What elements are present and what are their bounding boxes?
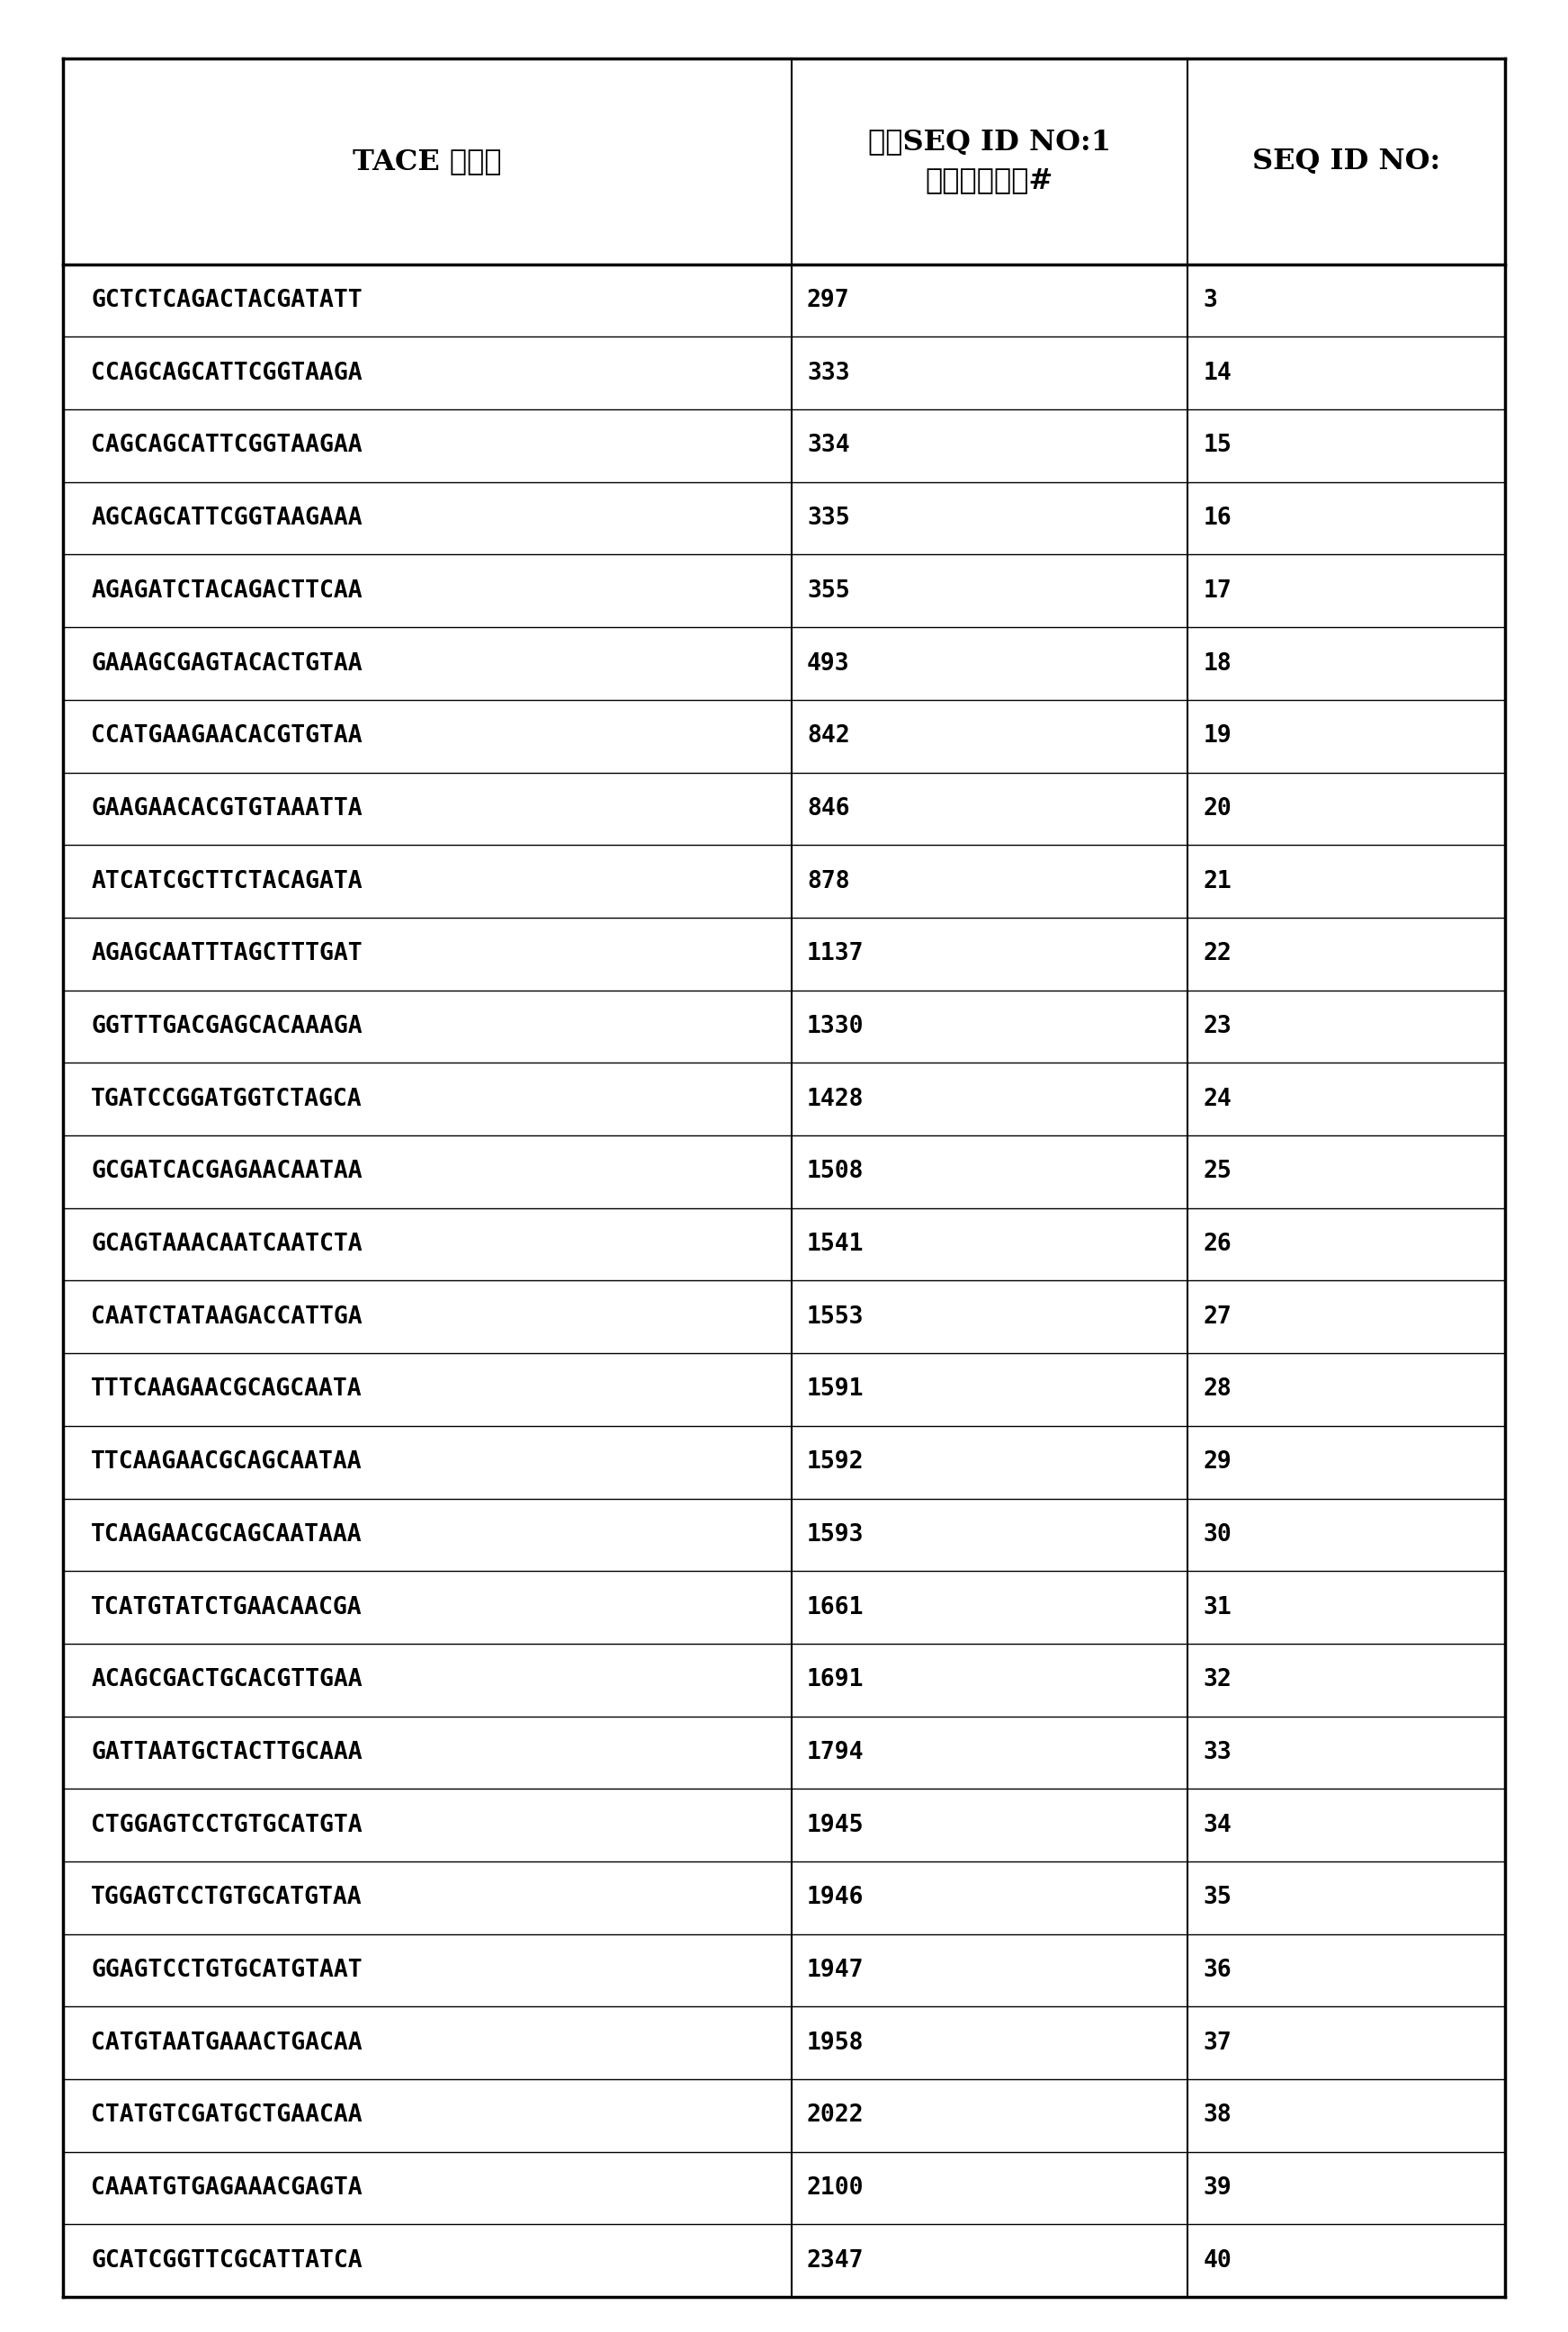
Text: CAATCTATAAGACCATTGA: CAATCTATAAGACCATTGA (91, 1306, 362, 1329)
Text: 36: 36 (1204, 1959, 1232, 1982)
Text: TGGAGTCCTGTGCATGTAA: TGGAGTCCTGTGCATGTAA (91, 1887, 362, 1910)
Text: 1794: 1794 (808, 1740, 864, 1765)
Text: 1661: 1661 (808, 1595, 864, 1618)
Text: 842: 842 (808, 725, 850, 749)
Text: GAAAGCGAGTACACTGTAA: GAAAGCGAGTACACTGTAA (91, 653, 362, 676)
Text: 14: 14 (1204, 361, 1232, 385)
Text: 335: 335 (808, 506, 850, 529)
Text: TCAAGAACGCAGCAATAAA: TCAAGAACGCAGCAATAAA (91, 1523, 362, 1546)
Text: 24: 24 (1204, 1087, 1232, 1110)
Text: 19: 19 (1204, 725, 1232, 749)
Text: GAAGAACACGTGTAAATTA: GAAGAACACGTGTAAATTA (91, 798, 362, 821)
Text: 40: 40 (1204, 2248, 1232, 2271)
Text: TACE 靶序列: TACE 靶序列 (353, 147, 502, 175)
Text: 关于SEQ ID NO:1
的起始核苷酸#: 关于SEQ ID NO:1 的起始核苷酸# (869, 128, 1112, 194)
Text: GCATCGGTTCGCATTATCA: GCATCGGTTCGCATTATCA (91, 2248, 362, 2271)
Text: 22: 22 (1204, 942, 1232, 965)
Text: 16: 16 (1204, 506, 1232, 529)
Text: 2100: 2100 (808, 2176, 864, 2199)
Text: 1428: 1428 (808, 1087, 864, 1110)
Text: 1592: 1592 (808, 1451, 864, 1474)
Text: 355: 355 (808, 578, 850, 602)
Text: 32: 32 (1204, 1667, 1232, 1691)
Text: 18: 18 (1204, 653, 1232, 676)
Text: 334: 334 (808, 434, 850, 457)
Text: 1591: 1591 (808, 1378, 864, 1402)
Text: GCTCTCAGACTACGATATT: GCTCTCAGACTACGATATT (91, 289, 362, 312)
Text: 1137: 1137 (808, 942, 864, 965)
Text: 2022: 2022 (808, 2103, 864, 2127)
Text: 1593: 1593 (808, 1523, 864, 1546)
Text: 21: 21 (1204, 870, 1232, 893)
Text: TTCAAGAACGCAGCAATAA: TTCAAGAACGCAGCAATAA (91, 1451, 362, 1474)
Text: GGTTTGACGAGCACAAAGA: GGTTTGACGAGCACAAAGA (91, 1014, 362, 1038)
Text: CATGTAATGAAACTGACAA: CATGTAATGAAACTGACAA (91, 2031, 362, 2054)
Text: 1691: 1691 (808, 1667, 864, 1691)
Text: 15: 15 (1204, 434, 1232, 457)
Text: ACAGCGACTGCACGTTGAA: ACAGCGACTGCACGTTGAA (91, 1667, 362, 1691)
Text: 23: 23 (1204, 1014, 1232, 1038)
Text: 1947: 1947 (808, 1959, 864, 1982)
Text: SEQ ID NO:: SEQ ID NO: (1253, 147, 1441, 175)
Text: 1945: 1945 (808, 1814, 864, 1838)
Text: 33: 33 (1204, 1740, 1232, 1765)
Text: 30: 30 (1204, 1523, 1232, 1546)
Text: 17: 17 (1204, 578, 1232, 602)
Text: 37: 37 (1204, 2031, 1232, 2054)
Text: ATCATCGCTTCTACAGATA: ATCATCGCTTCTACAGATA (91, 870, 362, 893)
Text: 29: 29 (1204, 1451, 1232, 1474)
Text: 333: 333 (808, 361, 850, 385)
Text: GCAGTAAACAATCAATCTA: GCAGTAAACAATCAATCTA (91, 1234, 362, 1257)
Text: 297: 297 (808, 289, 850, 312)
Text: TGATCCGGATGGTCTAGCA: TGATCCGGATGGTCTAGCA (91, 1087, 362, 1110)
Text: CTGGAGTCCTGTGCATGTA: CTGGAGTCCTGTGCATGTA (91, 1814, 362, 1838)
Text: CAGCAGCATTCGGTAAGAA: CAGCAGCATTCGGTAAGAA (91, 434, 362, 457)
Text: 27: 27 (1204, 1306, 1232, 1329)
Text: GGAGTCCTGTGCATGTAAT: GGAGTCCTGTGCATGTAAT (91, 1959, 362, 1982)
Text: CTATGTCGATGCTGAACAA: CTATGTCGATGCTGAACAA (91, 2103, 362, 2127)
Text: 1508: 1508 (808, 1159, 864, 1182)
Text: 39: 39 (1204, 2176, 1232, 2199)
Text: 34: 34 (1204, 1814, 1232, 1838)
Text: GATTAATGCTACTTGCAAA: GATTAATGCTACTTGCAAA (91, 1740, 362, 1765)
Text: 28: 28 (1204, 1378, 1232, 1402)
Text: CCAGCAGCATTCGGTAAGA: CCAGCAGCATTCGGTAAGA (91, 361, 362, 385)
Text: 1553: 1553 (808, 1306, 864, 1329)
Text: 1330: 1330 (808, 1014, 864, 1038)
Text: 31: 31 (1204, 1595, 1232, 1618)
Text: 1946: 1946 (808, 1887, 864, 1910)
Text: 35: 35 (1204, 1887, 1232, 1910)
Text: CCATGAAGAACACGTGTAA: CCATGAAGAACACGTGTAA (91, 725, 362, 749)
Text: AGCAGCATTCGGTAAGAAA: AGCAGCATTCGGTAAGAAA (91, 506, 362, 529)
Text: 20: 20 (1204, 798, 1232, 821)
Text: AGAGCAATTTAGCTTTGAT: AGAGCAATTTAGCTTTGAT (91, 942, 362, 965)
Text: CAAATGTGAGAAACGAGTA: CAAATGTGAGAAACGAGTA (91, 2176, 362, 2199)
Text: GCGATCACGAGAACAATAA: GCGATCACGAGAACAATAA (91, 1159, 362, 1182)
Text: 25: 25 (1204, 1159, 1232, 1182)
Text: 3: 3 (1204, 289, 1218, 312)
Text: 2347: 2347 (808, 2248, 864, 2271)
Text: 26: 26 (1204, 1234, 1232, 1257)
Text: 878: 878 (808, 870, 850, 893)
Text: AGAGATCTACAGACTTCAA: AGAGATCTACAGACTTCAA (91, 578, 362, 602)
Text: 493: 493 (808, 653, 850, 676)
Text: TTTCAAGAACGCAGCAATA: TTTCAAGAACGCAGCAATA (91, 1378, 362, 1402)
Text: 1541: 1541 (808, 1234, 864, 1257)
Text: 846: 846 (808, 798, 850, 821)
Text: 1958: 1958 (808, 2031, 864, 2054)
Text: 38: 38 (1204, 2103, 1232, 2127)
Text: TCATGTATCTGAACAACGA: TCATGTATCTGAACAACGA (91, 1595, 362, 1618)
